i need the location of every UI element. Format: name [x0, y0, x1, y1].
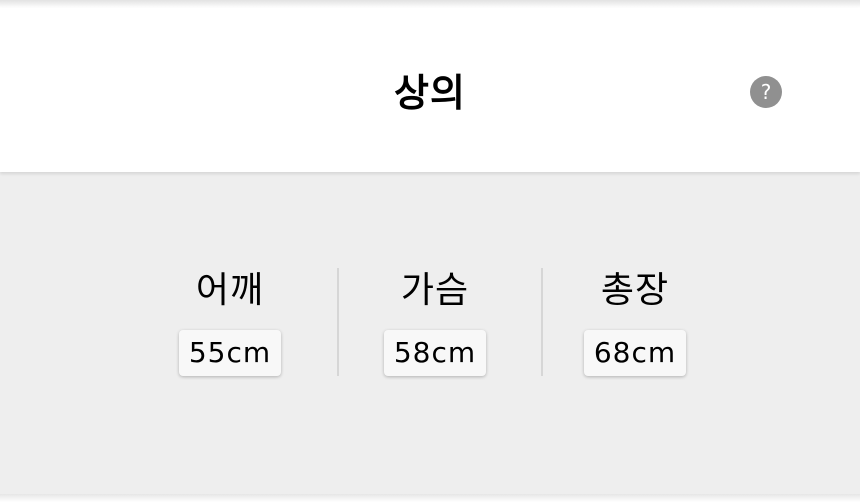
page-title: 상의 [394, 71, 466, 115]
size-measurements-panel: 어깨 55cm 가슴 58cm 총장 68cm [0, 172, 860, 494]
question-circle-icon[interactable]: ? [750, 76, 782, 108]
measurement-divider [541, 268, 543, 376]
measurement-value: 68cm [583, 330, 687, 376]
measurement-value: 58cm [383, 330, 487, 376]
measurement-label: 가슴 [400, 270, 470, 311]
measurement-length: 총장 68cm [555, 266, 715, 376]
bottom-edge-shadow [0, 494, 860, 502]
measurement-label: 어깨 [195, 270, 265, 311]
measurement-divider [337, 268, 339, 376]
header: 상의 ? [0, 8, 860, 172]
measurement-label: 총장 [600, 270, 670, 311]
measurement-chest: 가슴 58cm [355, 266, 515, 376]
measurement-value: 55cm [178, 330, 282, 376]
top-edge-shadow [0, 0, 860, 8]
measurement-shoulder: 어깨 55cm [150, 266, 310, 376]
